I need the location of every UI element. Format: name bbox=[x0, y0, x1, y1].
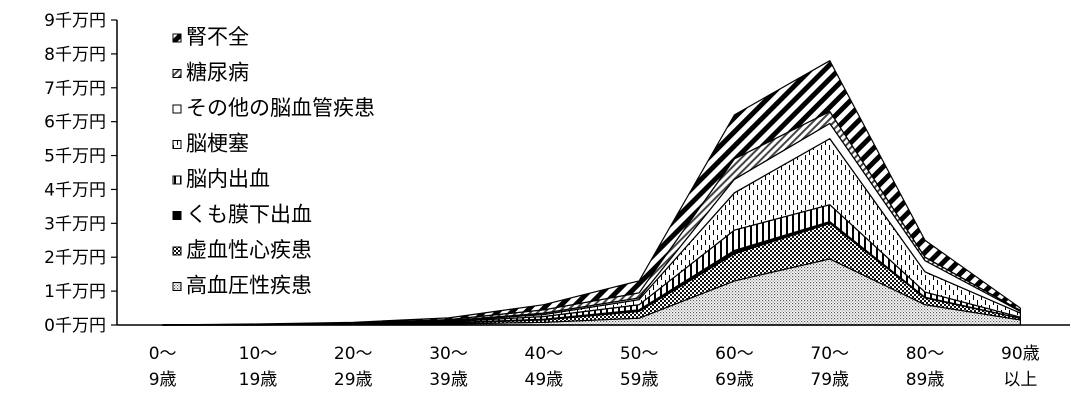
area-series-8 bbox=[162, 60, 1021, 326]
y-tick-label: 2千万円 bbox=[44, 248, 106, 268]
y-tick-label: 1千万円 bbox=[44, 282, 106, 302]
legend-label: 脳梗塞 bbox=[186, 132, 249, 156]
x-tick-label: 90歳以上 bbox=[1001, 344, 1040, 390]
axes-layer bbox=[111, 19, 1070, 326]
legend-swatch bbox=[172, 69, 182, 78]
y-tick-label: 9千万円 bbox=[44, 11, 106, 31]
legend-swatch bbox=[172, 246, 182, 256]
y-tick-label: 0千万円 bbox=[44, 316, 106, 336]
x-tick-label: 60～ 69歳 bbox=[715, 344, 754, 390]
x-tick-label: 40～ 49歳 bbox=[525, 344, 564, 390]
legend-label: 腎不全 bbox=[186, 25, 249, 49]
x-tick-label: 10～ 19歳 bbox=[239, 344, 278, 390]
x-tick-label: 70～ 79歳 bbox=[810, 344, 849, 390]
legend-label: 虚血性心疾患 bbox=[186, 238, 312, 262]
x-tick-labels: 0～ 9歳 10～ 19歳 20～ 29歳 30～ 39歳 40～ 49歳 50～ 59歳 60～ 69歳… bbox=[149, 344, 1040, 390]
legend-swatch bbox=[172, 282, 182, 291]
y-tick-label: 6千万円 bbox=[44, 113, 106, 133]
legend-swatch bbox=[172, 175, 182, 185]
areas-layer bbox=[162, 60, 1021, 326]
legend-label: 脳内出血 bbox=[186, 167, 270, 191]
y-tick-label: 8千万円 bbox=[44, 45, 106, 65]
legend-label: 高血圧性疾患 bbox=[186, 274, 312, 298]
x-tick-label: 50～ 59歳 bbox=[620, 344, 659, 390]
legend-swatch bbox=[172, 140, 182, 149]
x-tick-label: 30～ 39歳 bbox=[429, 344, 468, 390]
legend-swatch bbox=[172, 211, 182, 220]
legend-swatch bbox=[172, 33, 182, 43]
y-tick-labels: 0千万円 1千万円 2千万円 3千万円 4千万円 5千万円 6千万円 7千万円 8千万円 9千万円 bbox=[44, 11, 106, 336]
y-tick-label: 5千万円 bbox=[44, 147, 106, 167]
y-tick-label: 3千万円 bbox=[44, 214, 106, 234]
legend-label: その他の脳血管疾患 bbox=[186, 96, 375, 120]
x-tick-label: 80～ 89歳 bbox=[906, 344, 945, 390]
x-tick-label: 20～ 29歳 bbox=[334, 344, 373, 390]
x-tick-label: 0～ 9歳 bbox=[149, 344, 177, 390]
legend-label: 糖尿病 bbox=[186, 61, 249, 85]
legend-swatch bbox=[172, 104, 182, 114]
y-tick-label: 7千万円 bbox=[44, 79, 106, 99]
legend-label: くも膜下出血 bbox=[186, 203, 312, 227]
y-tick-label: 4千万円 bbox=[44, 180, 106, 200]
